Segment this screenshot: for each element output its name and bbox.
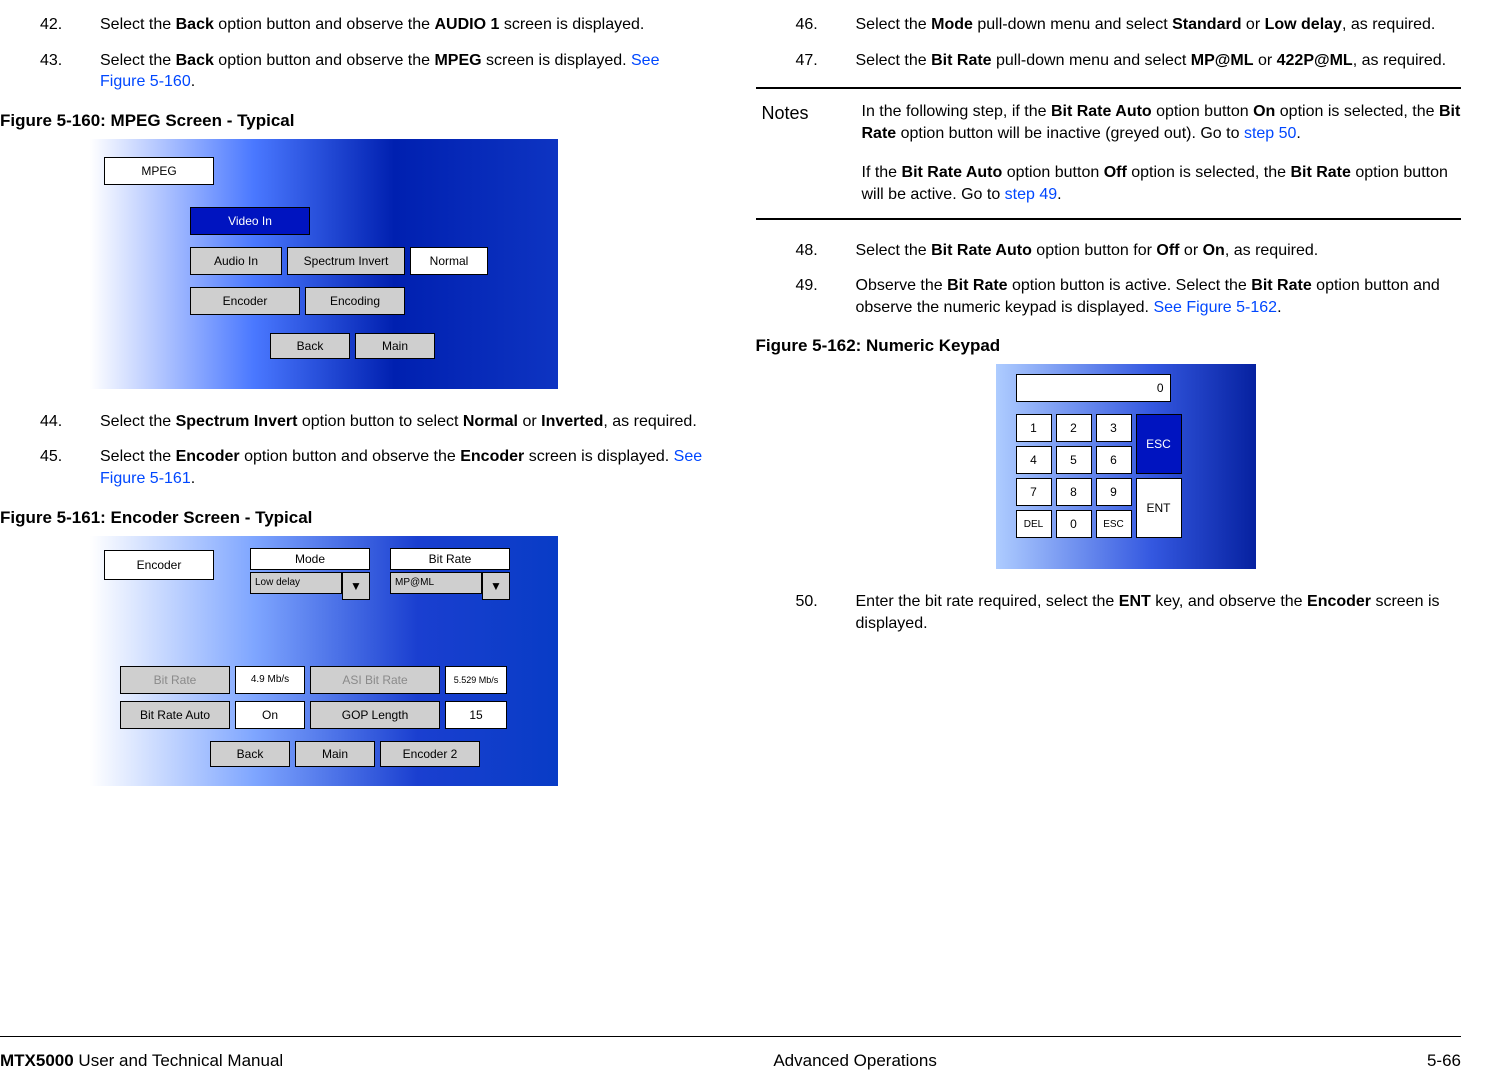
key-7[interactable]: 7 [1016,478,1052,506]
step: 43.Select the Back option button and obs… [40,50,706,93]
step: 48.Select the Bit Rate Auto option butto… [796,240,1462,262]
encoder2-button[interactable]: Encoder 2 [380,741,480,767]
chevron-down-icon[interactable]: ▼ [482,572,510,600]
gop-length-value: 15 [445,701,507,729]
encoder-title: Encoder [104,550,214,580]
step-number: 44. [40,411,100,433]
footer-left: MTX5000 User and Technical Manual [0,1051,283,1071]
bitrate-label: Bit Rate [390,548,510,570]
back-button[interactable]: Back [210,741,290,767]
step-list: 42.Select the Back option button and obs… [0,14,706,93]
step-body: Select the Spectrum Invert option button… [100,411,706,433]
page: 42.Select the Back option button and obs… [0,0,1501,1091]
bitrate-auto-value: On [235,701,305,729]
step: 45.Select the Encoder option button and … [40,446,706,489]
key-4[interactable]: 4 [1016,446,1052,474]
bitrate-auto-button[interactable]: Bit Rate Auto [120,701,230,729]
step: 47.Select the Bit Rate pull-down menu an… [796,50,1462,72]
figure-caption: Figure 5-162: Numeric Keypad [756,336,1462,356]
note-paragraph: In the following step, if the Bit Rate A… [862,101,1462,144]
encoder-button[interactable]: Encoder [190,287,300,315]
footer-center: Advanced Operations [773,1051,937,1071]
figure-caption: Figure 5-160: MPEG Screen - Typical [0,111,706,131]
key-9[interactable]: 9 [1096,478,1132,506]
encoder-screen: Encoder Mode Bit Rate Low delay ▼ MP@ML … [90,536,558,786]
notes-block: Notes In the following step, if the Bit … [756,87,1462,219]
asi-bitrate-value: 5.529 Mb/s [445,666,507,694]
step-list: 48.Select the Bit Rate Auto option butto… [756,240,1462,319]
step-number: 42. [40,14,100,36]
audio-in-button[interactable]: Audio In [190,247,282,275]
spectrum-invert-button[interactable]: Spectrum Invert [287,247,405,275]
key-2[interactable]: 2 [1056,414,1092,442]
note-paragraph: If the Bit Rate Auto option button Off o… [862,162,1462,205]
step-number: 50. [796,591,856,634]
back-button[interactable]: Back [270,333,350,359]
mpeg-screen: MPEG Video In Audio In Spectrum Invert N… [90,139,558,389]
step-body: Select the Back option button and observ… [100,14,706,36]
step-body: Select the Bit Rate pull-down menu and s… [856,50,1462,72]
bitrate-select[interactable]: MP@ML [390,572,482,594]
step: 50.Enter the bit rate required, select t… [796,591,1462,634]
step-body: Select the Mode pull-down menu and selec… [856,14,1462,36]
step-body: Select the Encoder option button and obs… [100,446,706,489]
bitrate-button-disabled: Bit Rate [120,666,230,694]
main-button[interactable]: Main [355,333,435,359]
step: 42.Select the Back option button and obs… [40,14,706,36]
step-number: 46. [796,14,856,36]
key-esc2[interactable]: ESC [1096,510,1132,538]
mode-select[interactable]: Low delay [250,572,342,594]
key-8[interactable]: 8 [1056,478,1092,506]
step-number: 47. [796,50,856,72]
step-number: 43. [40,50,100,93]
notes-label: Notes [756,101,862,205]
bitrate-value: 4.9 Mb/s [235,666,305,694]
spectrum-mode-value: Normal [410,247,488,275]
asi-bitrate-label: ASI Bit Rate [310,666,440,694]
step: 49.Observe the Bit Rate option button is… [796,275,1462,318]
figure-mpeg: MPEG Video In Audio In Spectrum Invert N… [90,139,706,389]
key-ent[interactable]: ENT [1136,478,1182,538]
step-list: 50.Enter the bit rate required, select t… [756,591,1462,634]
step-body: Select the Bit Rate Auto option button f… [856,240,1462,262]
key-esc[interactable]: ESC [1136,414,1182,474]
step: 44.Select the Spectrum Invert option but… [40,411,706,433]
chevron-down-icon[interactable]: ▼ [342,572,370,600]
step-body: Observe the Bit Rate option button is ac… [856,275,1462,318]
footer-right: 5-66 [1427,1051,1461,1071]
notes-body: In the following step, if the Bit Rate A… [862,101,1462,205]
figure-caption: Figure 5-161: Encoder Screen - Typical [0,508,706,528]
main-button[interactable]: Main [295,741,375,767]
left-column: 42.Select the Back option button and obs… [0,10,706,786]
right-column: 46.Select the Mode pull-down menu and se… [756,10,1462,786]
step-body: Select the Back option button and observ… [100,50,706,93]
step-body: Enter the bit rate required, select the … [856,591,1462,634]
key-1[interactable]: 1 [1016,414,1052,442]
key-5[interactable]: 5 [1056,446,1092,474]
mpeg-title: MPEG [104,157,214,185]
figure-encoder: Encoder Mode Bit Rate Low delay ▼ MP@ML … [90,536,706,786]
step-number: 45. [40,446,100,489]
gop-length-button[interactable]: GOP Length [310,701,440,729]
key-del[interactable]: DEL [1016,510,1052,538]
keypad-display: 0 [1016,374,1171,402]
mode-label: Mode [250,548,370,570]
key-6[interactable]: 6 [1096,446,1132,474]
numeric-keypad: 0 1 2 3 4 5 6 ESC 7 8 9 ENT DEL 0 ESC [996,364,1256,569]
step-list: 44.Select the Spectrum Invert option but… [0,411,706,490]
key-3[interactable]: 3 [1096,414,1132,442]
encoding-button[interactable]: Encoding [305,287,405,315]
step: 46.Select the Mode pull-down menu and se… [796,14,1462,36]
key-0[interactable]: 0 [1056,510,1092,538]
step-number: 49. [796,275,856,318]
page-footer: MTX5000 User and Technical Manual Advanc… [0,1036,1461,1071]
two-column-layout: 42.Select the Back option button and obs… [0,10,1461,786]
step-number: 48. [796,240,856,262]
video-in-button[interactable]: Video In [190,207,310,235]
step-list: 46.Select the Mode pull-down menu and se… [756,14,1462,71]
